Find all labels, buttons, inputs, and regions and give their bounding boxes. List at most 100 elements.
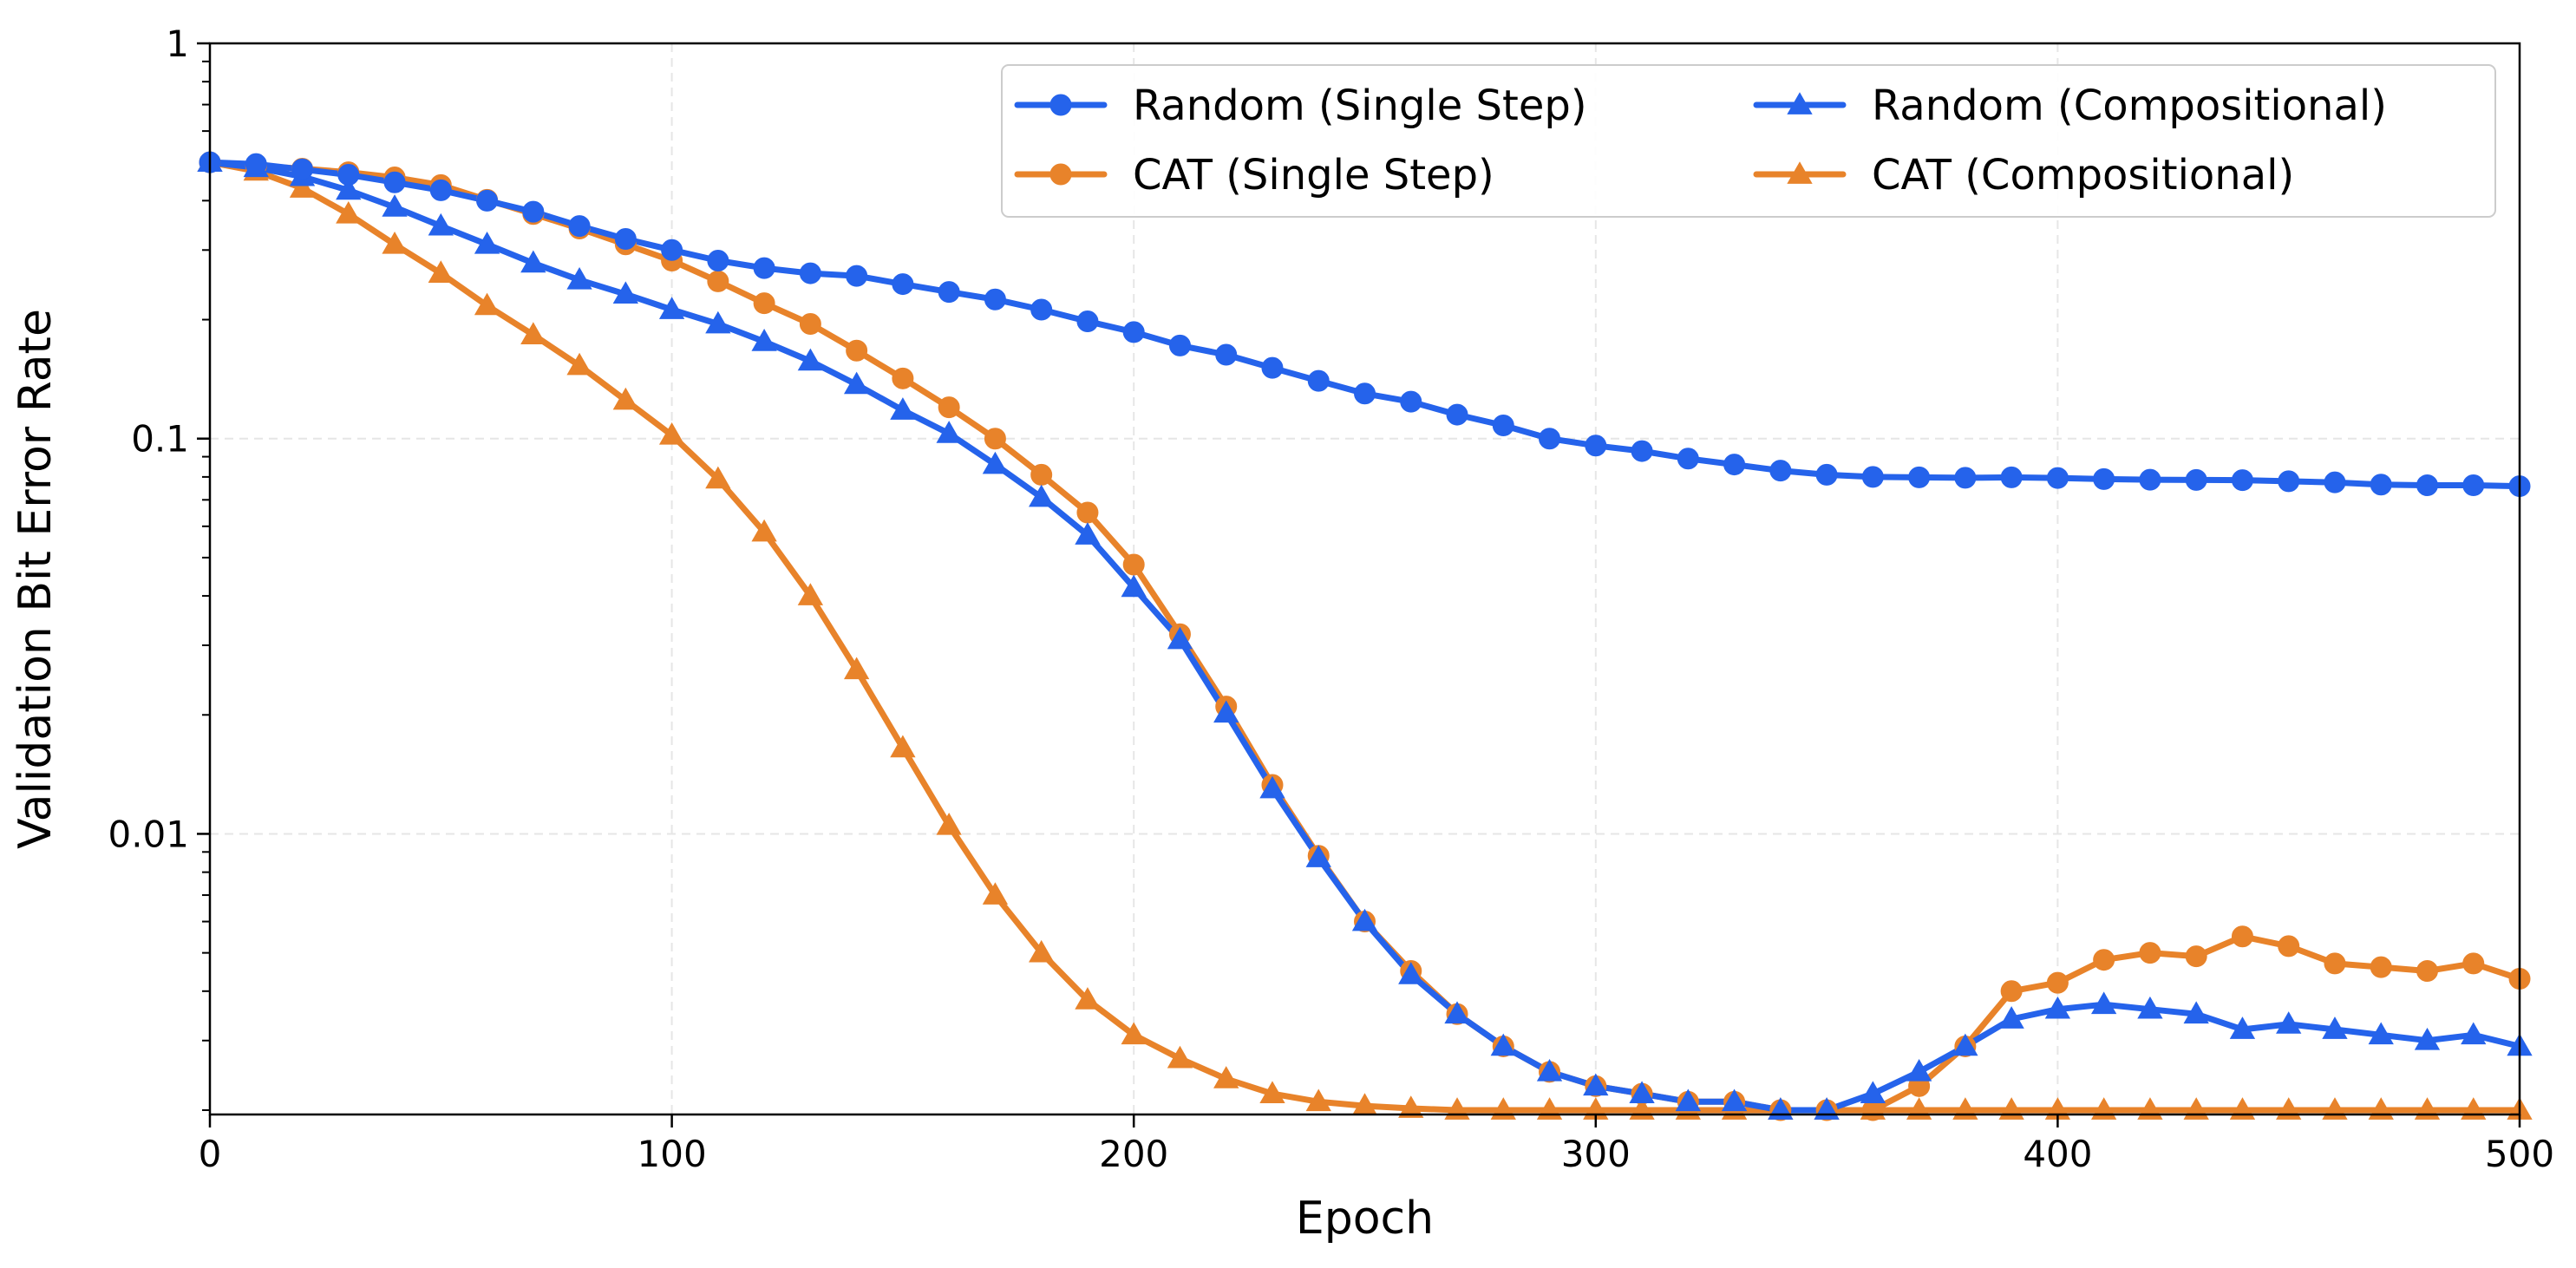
triangle-marker [2090, 991, 2117, 1015]
circle-marker [753, 257, 775, 279]
circle-marker [1815, 463, 1838, 486]
y-tick-label: 0.1 [131, 418, 189, 461]
circle-marker [2093, 949, 2115, 971]
triangle-marker [566, 266, 592, 290]
circle-marker [1585, 435, 1607, 457]
triangle-marker [612, 281, 639, 304]
triangle-marker [428, 212, 454, 236]
triangle-marker [382, 194, 408, 217]
circle-marker [1122, 553, 1145, 576]
circle-marker [2046, 467, 2069, 489]
circle-marker [2139, 468, 2161, 491]
circle-marker [1492, 414, 1514, 436]
triangle-marker [2276, 1011, 2302, 1034]
x-tick-label: 500 [2485, 1133, 2554, 1175]
circle-marker [2000, 980, 2023, 1003]
triangle-marker [1787, 161, 1813, 184]
legend-item: CAT (Compositional) [1753, 151, 2294, 199]
triangle-marker [1121, 574, 1147, 598]
triangle-marker [705, 466, 731, 489]
triangle-marker [843, 657, 870, 680]
circle-marker [1954, 467, 1977, 489]
triangle-marker [2461, 1022, 2487, 1045]
x-axis-ticks: 0 100 200 300 400 500 [199, 1114, 2554, 1175]
circle-marker [1861, 466, 1884, 488]
triangle-marker [520, 250, 546, 273]
y-axis-ticks: 0.01 0.1 1 [108, 23, 210, 855]
circle-marker [1076, 501, 1099, 524]
triangle-marker [1675, 1088, 1701, 1112]
triangle-marker [1213, 700, 1239, 723]
circle-marker [291, 158, 314, 180]
circle-marker [938, 281, 960, 304]
circle-marker [2185, 945, 2207, 968]
triangle-marker [1121, 1022, 1147, 1045]
legend-box [1001, 64, 2496, 218]
circle-marker [2278, 935, 2300, 958]
triangle-marker [751, 329, 777, 351]
circle-marker [2231, 925, 2253, 948]
circle-marker [245, 153, 267, 175]
triangle-marker [1906, 1059, 1932, 1082]
y-tick-label: 1 [166, 23, 189, 65]
circle-marker [2370, 956, 2392, 978]
triangle-marker [612, 387, 639, 410]
triangle-marker [1259, 775, 1285, 799]
circle-marker [1446, 403, 1468, 426]
y-axis-label: Validation Bit Error Rate [10, 309, 62, 849]
circle-marker [1030, 298, 1053, 321]
series-markers-group [197, 149, 2533, 1120]
circle-marker [1677, 448, 1699, 470]
triangle-marker [1075, 522, 1101, 545]
circle-marker [1122, 321, 1145, 343]
series-markers [197, 149, 2533, 1121]
circle-marker [429, 179, 452, 201]
triangle-marker [936, 421, 962, 443]
circle-marker [2093, 467, 2115, 490]
circle-marker [383, 171, 406, 193]
triangle-marker [658, 422, 685, 445]
circle-marker [2416, 474, 2438, 497]
x-tick-label: 100 [637, 1133, 707, 1175]
triangle-marker [982, 451, 1009, 474]
triangle-marker [982, 882, 1009, 905]
triangle-marker [2137, 996, 2163, 1019]
triangle-marker [1213, 1066, 1239, 1088]
circle-marker [2278, 470, 2300, 493]
circle-marker [1400, 390, 1422, 413]
triangle-marker [797, 583, 824, 605]
plot-frame [208, 42, 2521, 1116]
triangle-marker [1259, 1081, 1285, 1103]
triangle-marker [1629, 1081, 1655, 1103]
circle-marker [1354, 382, 1376, 405]
triangle-marker [1787, 92, 1813, 114]
circle-marker [1076, 310, 1099, 333]
circle-marker [984, 288, 1006, 310]
triangle-marker [1075, 987, 1101, 1010]
circle-marker [614, 228, 637, 251]
legend-item: Random (Compositional) [1753, 82, 2387, 130]
circle-marker [846, 265, 868, 287]
x-axis-label: Epoch [1296, 1193, 1434, 1245]
circle-marker [337, 164, 360, 186]
triangle-marker [382, 231, 408, 254]
triangle-marker [658, 297, 685, 319]
circle-marker [1908, 466, 1931, 488]
triangle-marker [1029, 484, 1055, 507]
circle-marker [1030, 463, 1053, 486]
circle-marker [568, 215, 591, 238]
circle-marker [1769, 460, 1792, 482]
triangle-marker [428, 260, 454, 283]
triangle-marker [2044, 996, 2071, 1019]
circle-marker [707, 250, 729, 272]
triangle-marker [1167, 626, 1193, 650]
triangle-marker [936, 812, 962, 835]
triangle-marker [289, 175, 316, 198]
circle-marker [1049, 94, 1072, 116]
circle-marker [2462, 952, 2485, 975]
circle-marker [661, 239, 683, 261]
triangle-marker [1305, 1088, 1331, 1112]
triangle-marker [2414, 1027, 2441, 1050]
legend-label: Random (Single Step) [1133, 82, 1587, 130]
